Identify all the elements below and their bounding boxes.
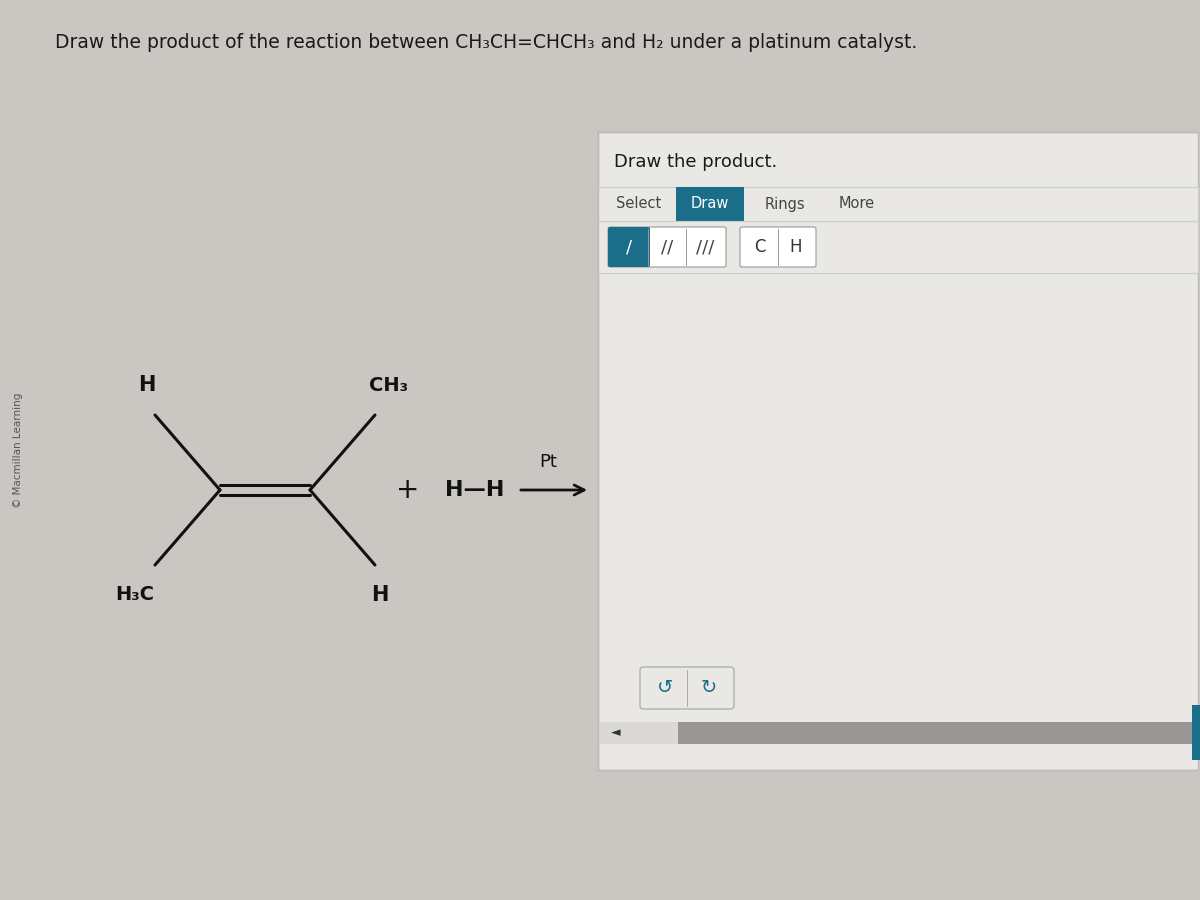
Text: Select: Select [616,196,661,211]
Text: Draw the product of the reaction between CH₃CH=CHCH₃ and H₂ under a platinum cat: Draw the product of the reaction between… [55,32,917,51]
Text: ◄: ◄ [611,726,620,740]
FancyBboxPatch shape [608,227,726,267]
FancyBboxPatch shape [608,227,650,267]
Text: H: H [138,375,156,395]
Text: H—H: H—H [445,480,505,500]
Bar [678,722,1198,744]
Text: ↻: ↻ [701,679,718,698]
Text: C: C [755,238,766,256]
Text: CH₃: CH₃ [370,376,408,395]
FancyBboxPatch shape [740,227,816,267]
Text: H₃C: H₃C [115,585,155,604]
Bar [1192,705,1200,760]
Text: © Macmillan Learning: © Macmillan Learning [13,392,23,508]
Text: Rings: Rings [764,196,805,211]
Text: ///: /// [696,238,714,256]
Text: Draw the product.: Draw the product. [614,153,778,171]
Bar [598,722,1198,744]
Text: ↺: ↺ [656,679,673,698]
Text: //: // [661,238,673,256]
Text: H: H [371,585,389,605]
Text: /: / [626,238,632,256]
Text: Pt: Pt [539,453,557,471]
Text: Draw: Draw [691,196,730,211]
Text: +: + [396,476,420,504]
Bar [598,187,1198,221]
Bar [598,221,1198,273]
Bar [598,132,1198,770]
Bar [676,187,744,221]
FancyBboxPatch shape [640,667,734,709]
Text: H: H [790,238,803,256]
Text: More: More [839,196,875,211]
